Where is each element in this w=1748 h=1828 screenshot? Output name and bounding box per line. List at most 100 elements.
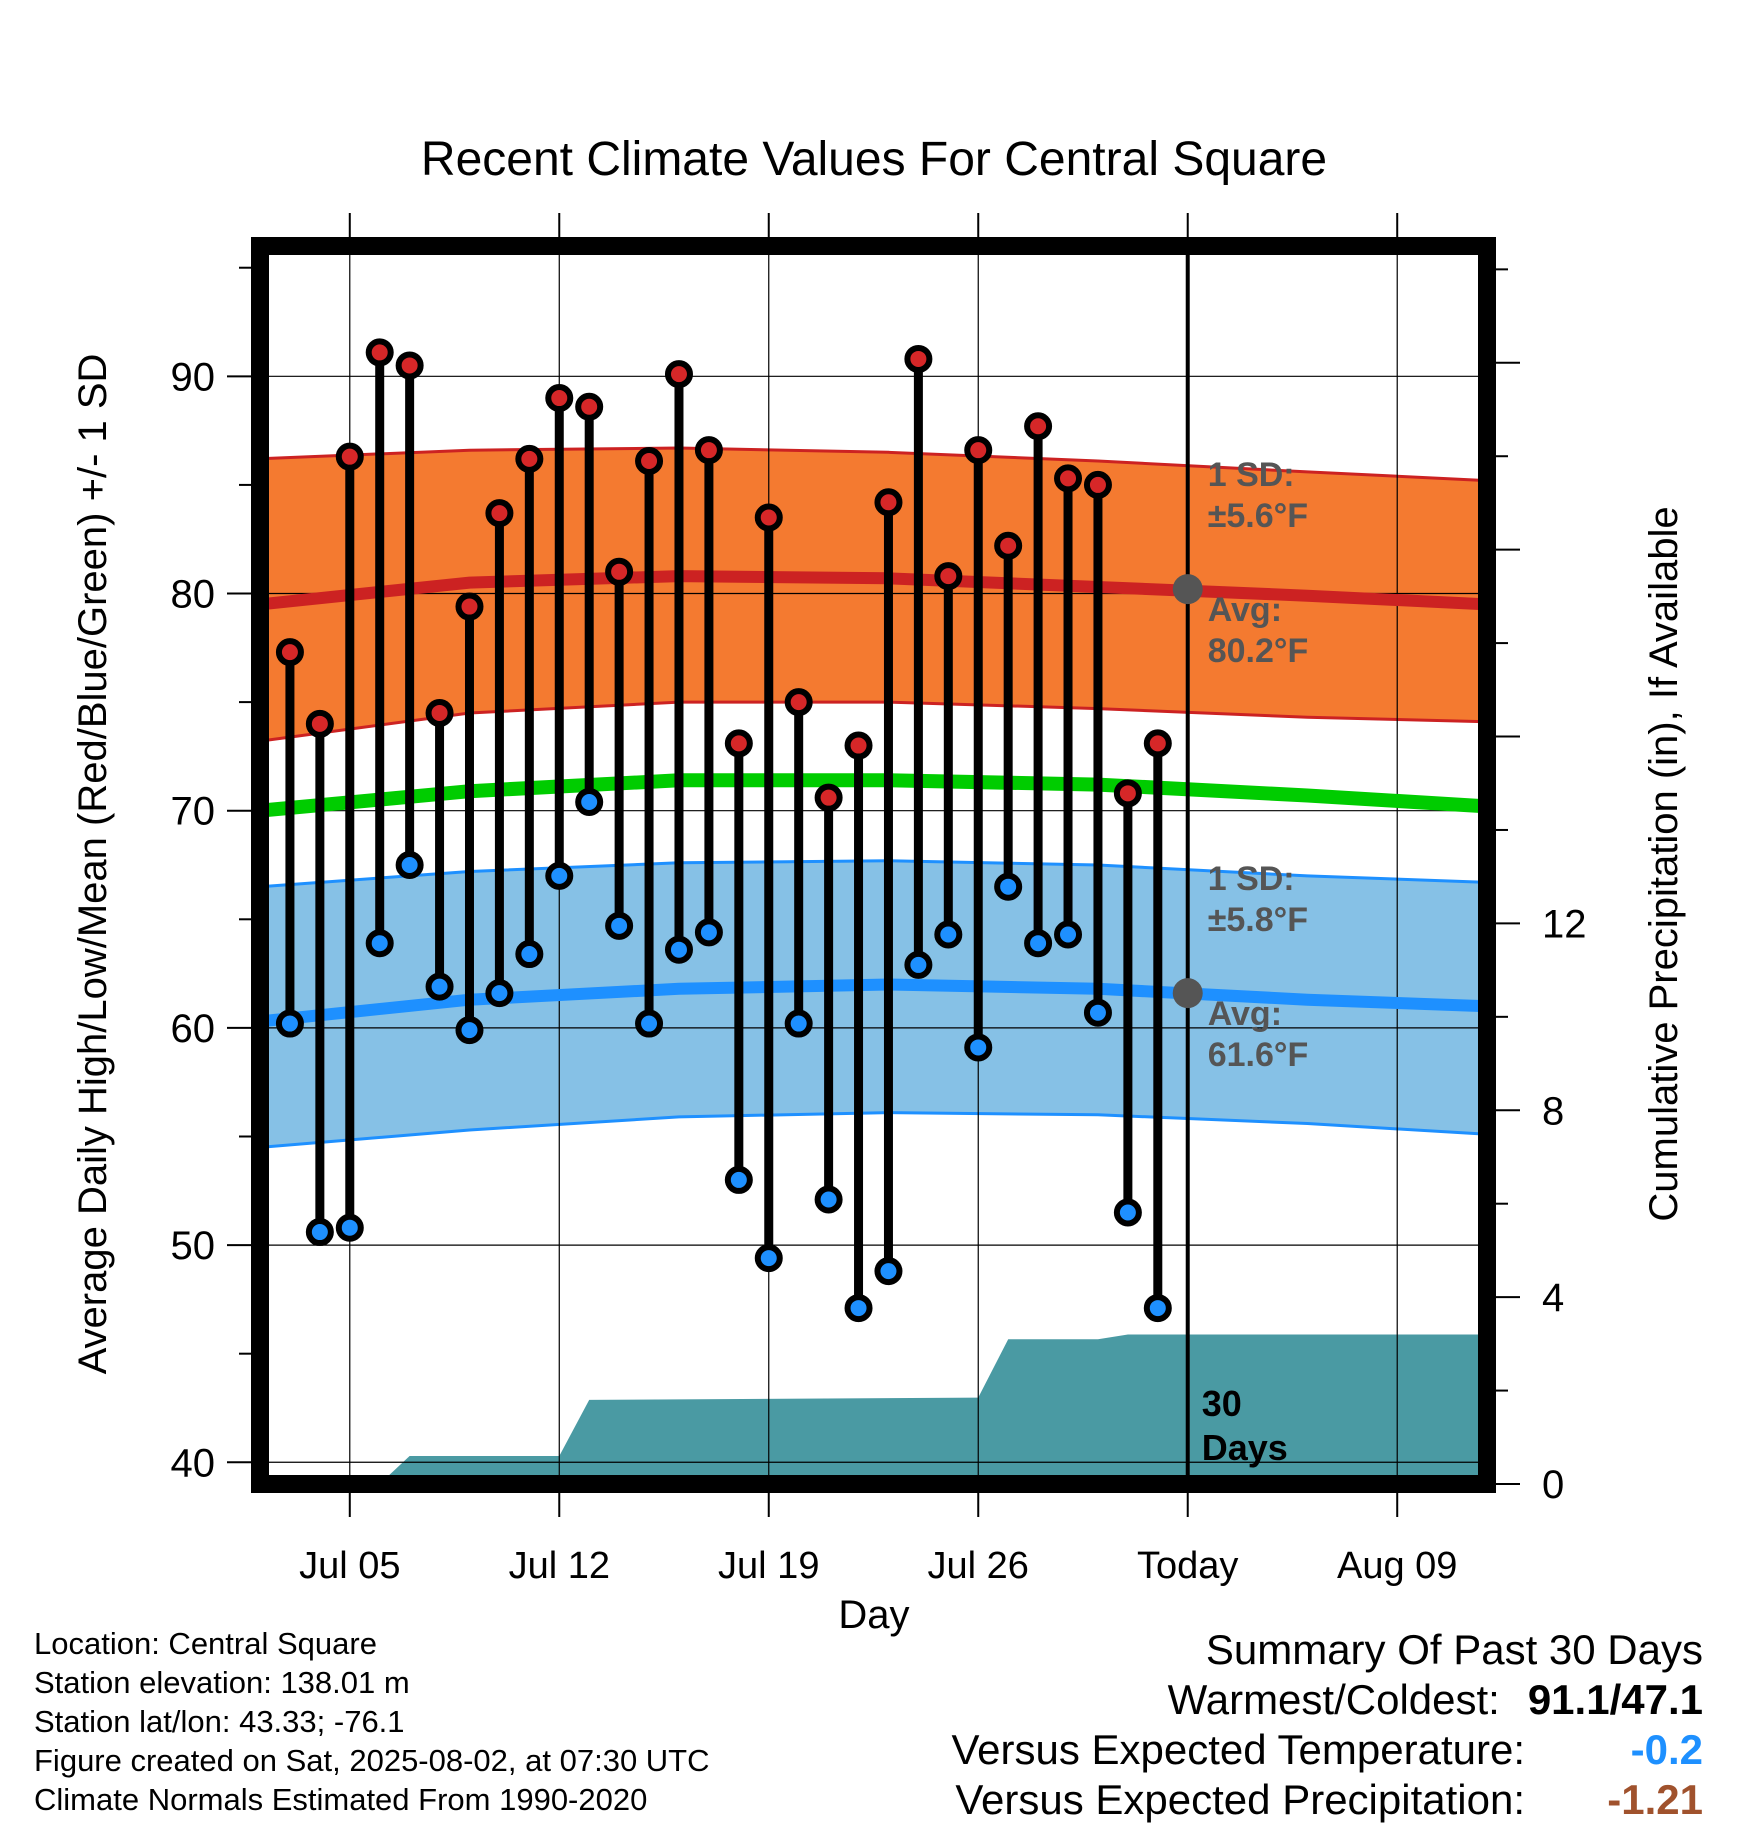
high-temp-point <box>425 698 454 727</box>
summary-panel: Summary Of Past 30 Days Warmest/Coldest:… <box>951 1625 1703 1825</box>
today-low-average-marker <box>1172 978 1203 1009</box>
high-sd-band <box>260 448 1487 742</box>
plot-frame <box>251 237 1496 1493</box>
low-temp-point <box>335 1213 364 1242</box>
high-temp-point <box>365 338 394 367</box>
today-high-average-marker <box>1172 574 1203 605</box>
high-temp-point <box>664 360 693 389</box>
low-temp-point <box>964 1033 993 1062</box>
chart-title: Recent Climate Values For Central Square <box>421 133 1327 186</box>
low-temp-point <box>365 929 394 958</box>
high-temp-point <box>904 344 933 373</box>
low-temp-point <box>275 1009 304 1038</box>
high-temp-point <box>575 392 604 421</box>
low-temp-point <box>784 1009 813 1038</box>
temp-label: Versus Expected Temperature: <box>951 1726 1525 1773</box>
y2-tick-label: 0 <box>1542 1463 1564 1507</box>
y-axis-label: Average Daily High/Low/Mean (Red/Blue/Gr… <box>71 354 115 1375</box>
high-temp-point <box>485 499 514 528</box>
low-temp-point <box>575 788 604 817</box>
precip-value: -1.21 <box>1607 1776 1703 1823</box>
window-label-days: Days <box>1202 1427 1288 1468</box>
y-tick-label: 60 <box>171 1007 216 1051</box>
info-latlon: Station lat/lon: 43.33; -76.1 <box>34 1704 405 1739</box>
summary-temperature: Versus Expected Temperature: -0.2 <box>951 1725 1703 1775</box>
high-temp-point <box>784 688 813 717</box>
plot-inner <box>260 246 1487 1484</box>
high-temp-point <box>964 436 993 465</box>
info-normals: Climate Normals Estimated From 1990-2020 <box>34 1782 648 1817</box>
high-temp-point <box>814 783 843 812</box>
summary-warm-cold: Warmest/Coldest: 91.1/47.1 <box>951 1675 1703 1725</box>
y-tick-label: 80 <box>171 573 216 617</box>
low-temp-point <box>724 1165 753 1194</box>
high-temp-point <box>395 351 424 380</box>
y-tick-label: 70 <box>171 790 216 834</box>
low-temp-point <box>1054 920 1083 949</box>
low-temp-point <box>305 1218 334 1247</box>
low-average-value-annotation: 61.6°F <box>1208 1036 1309 1074</box>
low-temp-point <box>1113 1198 1142 1227</box>
y-tick-label: 40 <box>171 1441 216 1485</box>
high-temp-point <box>724 729 753 758</box>
low-average-annotation: Avg: <box>1208 995 1282 1033</box>
high-temp-point <box>1083 470 1112 499</box>
x-tick-label: Jul 05 <box>299 1545 400 1587</box>
precip-label: Versus Expected Precipitation: <box>955 1776 1525 1823</box>
high-temp-point <box>934 562 963 591</box>
summary-precipitation: Versus Expected Precipitation: -1.21 <box>951 1775 1703 1825</box>
info-elevation: Station elevation: 138.01 m <box>34 1665 410 1700</box>
high-temp-point <box>275 638 304 667</box>
temp-value: -0.2 <box>1630 1726 1703 1773</box>
high-temp-point <box>1054 464 1083 493</box>
low-temp-point <box>545 861 574 890</box>
high-temp-point <box>455 592 484 621</box>
low-temp-point <box>485 979 514 1008</box>
high-temp-point <box>1024 412 1053 441</box>
high-temp-point <box>335 442 364 471</box>
low-sd-annotation: 1 SD: <box>1208 860 1295 898</box>
precipitation-area <box>260 1334 1487 1484</box>
high-sd-value-annotation: ±5.6°F <box>1208 497 1308 535</box>
x-tick-label: Jul 19 <box>718 1545 819 1587</box>
y2-tick-label: 12 <box>1542 902 1587 946</box>
low-temp-point <box>904 950 933 979</box>
summary-title: Summary Of Past 30 Days <box>1205 1626 1703 1673</box>
low-temp-point <box>1083 998 1112 1027</box>
x-tick-label: Jul 12 <box>509 1545 610 1587</box>
high-band-upper-edge <box>260 446 1487 483</box>
low-temp-point <box>814 1185 843 1214</box>
low-temp-point <box>874 1257 903 1286</box>
low-temp-point <box>515 940 544 969</box>
y-tick-label: 90 <box>171 355 216 399</box>
low-temp-point <box>455 1016 484 1045</box>
y2-axis-label: Cumulative Precipitation (in), If Availa… <box>1642 506 1686 1221</box>
high-temp-point <box>605 557 634 586</box>
info-created: Figure created on Sat, 2025-08-02, at 07… <box>34 1743 710 1778</box>
low-temp-point <box>395 851 424 879</box>
low-temp-point <box>635 1009 664 1038</box>
low-temp-point <box>1024 929 1053 958</box>
low-temp-point <box>605 911 634 940</box>
warm-cold-value: 91.1/47.1 <box>1527 1676 1703 1723</box>
low-temp-point <box>994 872 1023 901</box>
low-sd-band <box>260 860 1487 1148</box>
high-temp-point <box>545 384 574 413</box>
y-tick-label: 50 <box>171 1224 216 1268</box>
high-temp-point <box>635 447 664 476</box>
high-temp-point <box>754 503 783 532</box>
high-temp-point <box>994 531 1023 560</box>
low-temp-point <box>694 918 723 947</box>
high-temp-point <box>305 709 334 738</box>
high-temp-point <box>874 488 903 517</box>
y2-tick-label: 4 <box>1542 1276 1564 1320</box>
low-temp-point <box>664 935 693 964</box>
high-temp-point <box>694 436 723 465</box>
low-temp-point <box>934 920 963 949</box>
x-tick-label: Aug 09 <box>1337 1545 1457 1587</box>
x-axis-label: Day <box>838 1593 909 1637</box>
high-temp-point <box>844 731 873 760</box>
high-sd-annotation: 1 SD: <box>1208 456 1295 494</box>
